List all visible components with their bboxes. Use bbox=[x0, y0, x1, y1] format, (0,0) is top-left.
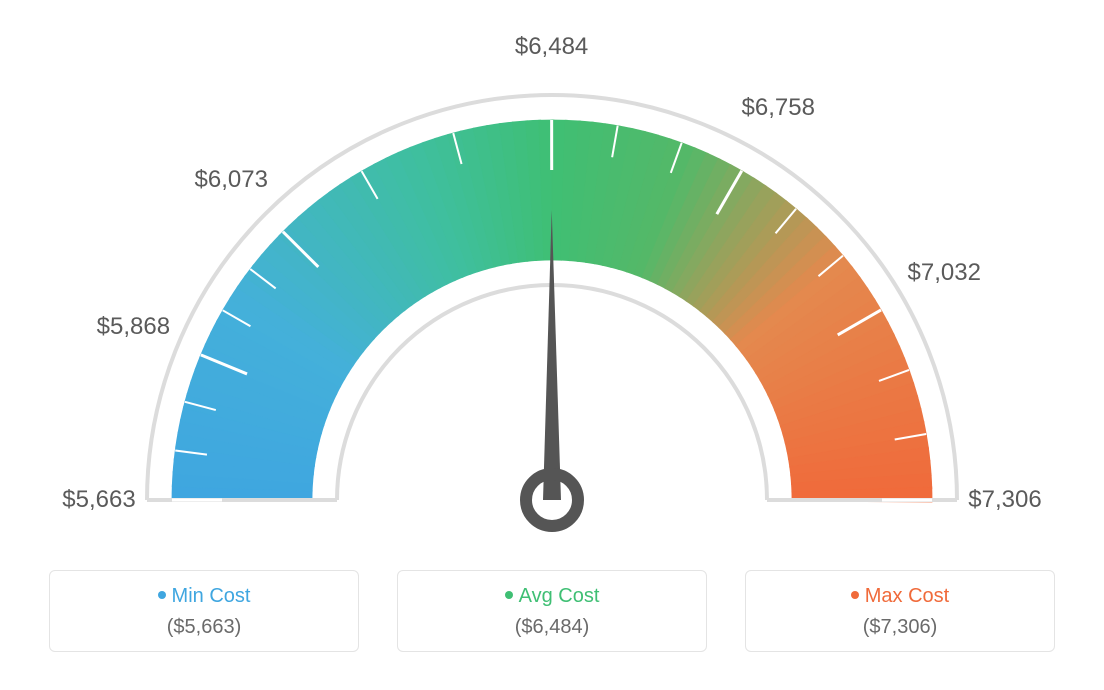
legend-title-text: Max Cost bbox=[865, 585, 949, 607]
legend-card-avg: Avg Cost ($6,484) bbox=[397, 570, 707, 652]
legend-value-max: ($7,306) bbox=[746, 616, 1054, 639]
dot-icon bbox=[851, 591, 859, 599]
legend-card-min: Min Cost ($5,663) bbox=[49, 570, 359, 652]
gauge-tick-label: $5,663 bbox=[62, 486, 135, 514]
legend-card-max: Max Cost ($7,306) bbox=[745, 570, 1055, 652]
dot-icon bbox=[158, 591, 166, 599]
legend-title-min: Min Cost bbox=[50, 585, 358, 608]
legend-title-avg: Avg Cost bbox=[398, 585, 706, 608]
legend-row: Min Cost ($5,663) Avg Cost ($6,484) Max … bbox=[0, 570, 1104, 652]
legend-value-avg: ($6,484) bbox=[398, 616, 706, 639]
legend-title-max: Max Cost bbox=[746, 585, 1054, 608]
gauge-tick-label: $7,032 bbox=[908, 259, 981, 287]
gauge-container: $5,663 $5,868 $6,073 $6,484 $6,758 $7,032 $7,3… bbox=[0, 0, 1104, 560]
legend-title-text: Min Cost bbox=[172, 585, 251, 607]
gauge-tick-label: $6,484 bbox=[515, 33, 588, 61]
gauge-tick-label: $6,758 bbox=[742, 94, 815, 122]
gauge-tick-label: $7,306 bbox=[968, 486, 1041, 514]
gauge-tick-label: $5,868 bbox=[97, 313, 170, 341]
gauge-tick-label: $6,073 bbox=[195, 166, 268, 194]
legend-title-text: Avg Cost bbox=[519, 585, 600, 607]
dot-icon bbox=[505, 591, 513, 599]
legend-value-min: ($5,663) bbox=[50, 616, 358, 639]
